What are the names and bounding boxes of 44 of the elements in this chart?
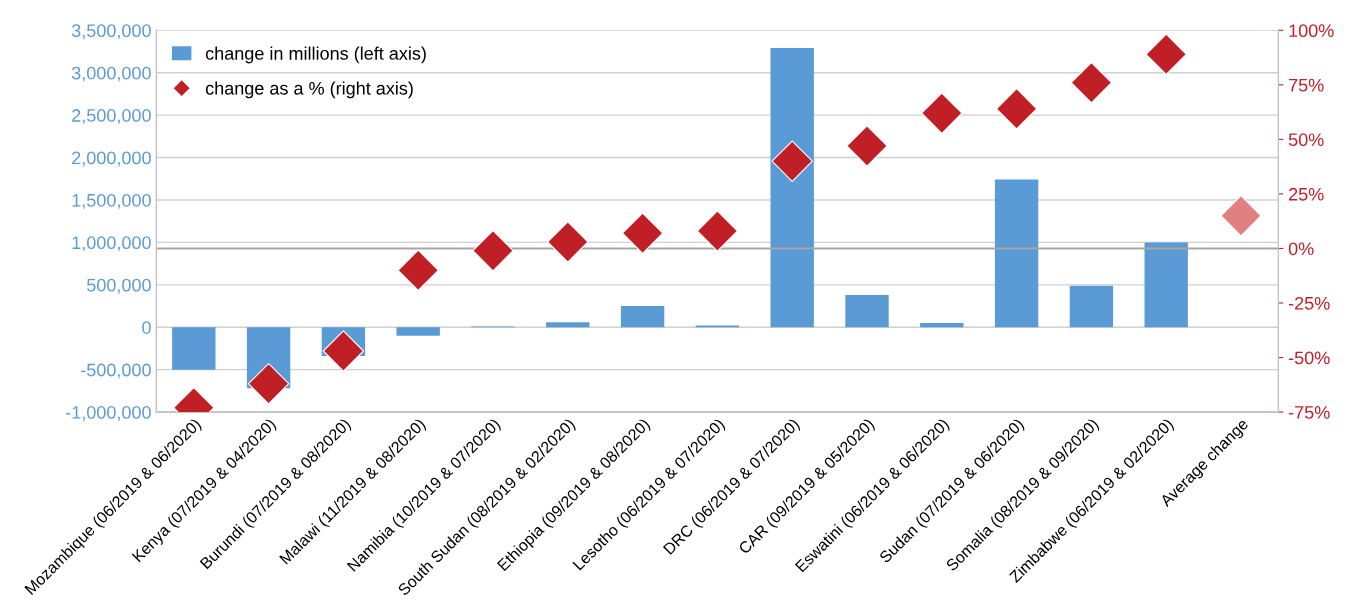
point <box>846 125 888 167</box>
y-tick-label: 0 <box>142 321 151 334</box>
y2-tick-label: -75% <box>1288 406 1330 419</box>
point <box>397 249 439 291</box>
bar <box>1069 285 1114 328</box>
bar <box>770 48 814 328</box>
point <box>472 229 514 272</box>
bar <box>396 327 440 336</box>
y-tick-label: 500,000 <box>87 278 151 294</box>
point <box>1070 61 1113 104</box>
legend-label: change as a % (right axis) <box>205 81 413 99</box>
y-tick-label: 1,000,000 <box>72 236 151 252</box>
bar <box>620 306 665 328</box>
y-tick-label: 1,500,000 <box>72 193 151 209</box>
bar <box>1144 242 1188 328</box>
point <box>547 221 589 263</box>
y-tick-label: 2,000,000 <box>72 151 151 167</box>
y-tick-label: -500,000 <box>81 363 151 379</box>
y-tick-label: 3,500,000 <box>71 24 151 40</box>
point <box>696 210 739 252</box>
y-tick-label: -1,000,000 <box>66 406 151 421</box>
y2-tick-label: 100% <box>1289 24 1334 38</box>
y2-tick-label: -50% <box>1288 351 1330 365</box>
point <box>1220 195 1262 237</box>
bar <box>994 179 1039 328</box>
bar <box>172 327 216 370</box>
y2-tick-label: 0% <box>1288 242 1314 256</box>
y-tick-label: 3,000,000 <box>71 66 151 82</box>
point <box>322 330 365 372</box>
y2-tick-label: 50% <box>1288 133 1324 147</box>
y2-tick-label: 25% <box>1289 187 1324 201</box>
point <box>995 88 1038 130</box>
y-tick-label: 2,500,000 <box>72 109 151 124</box>
point <box>771 140 813 182</box>
point <box>621 212 664 254</box>
bar <box>845 295 889 328</box>
legend-label: change in millions (left axis) <box>205 46 426 64</box>
y2-tick-label: -25% <box>1288 296 1330 310</box>
bar <box>920 323 964 328</box>
bar <box>546 322 590 328</box>
y2-tick-label: 75% <box>1289 78 1324 92</box>
point <box>247 363 290 405</box>
point <box>1145 33 1187 75</box>
point <box>921 92 963 134</box>
